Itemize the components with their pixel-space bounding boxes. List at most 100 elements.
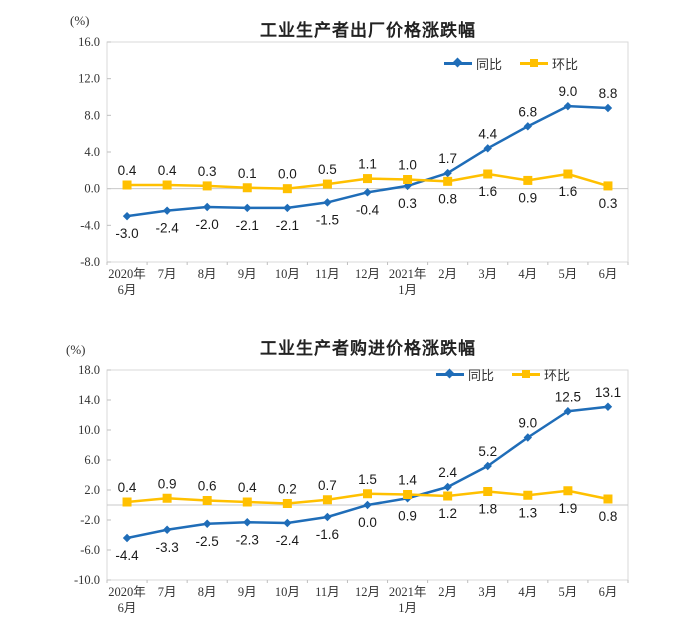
- data-point-label: 0.8: [438, 191, 457, 206]
- data-point-marker-square: [563, 169, 573, 179]
- chart1-unit-label: (%): [70, 13, 90, 28]
- data-point-label: 1.8: [478, 502, 497, 517]
- data-point-label: 1.9: [558, 501, 577, 516]
- x-axis-tick-label: 2月: [438, 585, 457, 599]
- data-point-label: 0.7: [318, 478, 337, 493]
- data-point-marker-diamond: [122, 211, 132, 221]
- y-axis-tick-label: 12.0: [78, 72, 100, 86]
- y-axis-tick-label: -10.0: [74, 573, 100, 587]
- x-axis-tick-label: 7月: [158, 585, 177, 599]
- data-point-marker-diamond: [162, 206, 172, 215]
- x-axis-tick-label: 5月: [559, 585, 578, 599]
- chart1-legend-item-yoy: 同比: [444, 54, 502, 73]
- data-point-marker-square: [403, 490, 413, 499]
- x-axis-tick-label: 6月: [599, 267, 618, 281]
- x-axis-tick-label: 2020年: [108, 585, 146, 599]
- data-point-marker-square: [523, 175, 533, 185]
- data-point-marker-square: [603, 494, 613, 504]
- data-point-label: -2.1: [276, 218, 299, 233]
- data-point-label: 0.9: [518, 190, 537, 205]
- data-point-marker-diamond: [603, 103, 613, 113]
- data-point-marker-square: [443, 491, 453, 501]
- data-point-label: -1.6: [316, 527, 339, 542]
- chart1-title: 工业生产者出厂价格涨跌幅: [260, 21, 476, 40]
- y-axis-tick-label: 10.0: [78, 423, 100, 437]
- y-axis-tick-label: -8.0: [80, 255, 100, 269]
- data-point-marker-square: [122, 497, 132, 507]
- data-point-marker-diamond: [483, 461, 492, 471]
- data-point-marker-square: [322, 179, 332, 189]
- x-axis-tick-label: 11月: [315, 585, 340, 599]
- data-point-marker-square: [202, 181, 212, 191]
- chart2-unit-label: (%): [66, 342, 86, 357]
- data-point-marker-square: [443, 176, 453, 186]
- data-point-label: -2.1: [236, 218, 259, 233]
- data-point-marker-diamond: [243, 203, 252, 213]
- data-point-label: 8.8: [599, 86, 618, 101]
- chart2-legend-label-mom: 环比: [544, 367, 571, 383]
- x-axis-tick-label: 3月: [478, 267, 497, 281]
- data-point-marker-diamond: [443, 482, 452, 492]
- data-point-marker-square: [162, 493, 172, 503]
- data-point-label: -0.4: [356, 202, 380, 217]
- data-point-label: 5.2: [478, 444, 497, 459]
- data-point-marker-diamond: [323, 512, 332, 522]
- x-axis-tick-label: 10月: [275, 585, 300, 599]
- data-point-marker-square: [162, 180, 172, 190]
- data-point-label: 1.2: [438, 506, 457, 521]
- x-axis-tick-label: 2021年: [389, 585, 427, 599]
- data-point-label: 1.5: [358, 472, 377, 487]
- x-axis-tick-label: 2月: [438, 267, 457, 281]
- data-point-label: 0.6: [198, 479, 217, 494]
- data-point-label: 0.3: [398, 196, 417, 211]
- x-axis-tick-label: 10月: [275, 267, 300, 281]
- x-axis-tick-label: 1月: [398, 283, 417, 297]
- y-axis-tick-label: 4.0: [84, 145, 100, 159]
- data-point-label: 1.7: [438, 151, 457, 166]
- data-point-label: 6.8: [518, 104, 537, 119]
- x-axis-tick-label: 8月: [198, 267, 217, 281]
- data-point-label: 4.4: [478, 126, 497, 141]
- data-point-label: 1.3: [518, 505, 537, 520]
- data-point-label: 0.4: [158, 163, 177, 178]
- chart2-legend-label-yoy: 同比: [468, 367, 495, 383]
- data-point-marker-diamond: [283, 203, 292, 213]
- y-axis-tick-label: 16.0: [78, 35, 100, 49]
- data-point-label: 1.1: [358, 157, 377, 172]
- data-point-marker-square: [483, 487, 493, 496]
- y-axis-tick-label: 18.0: [78, 363, 100, 377]
- data-point-marker-diamond: [283, 518, 292, 528]
- data-point-marker-diamond: [363, 500, 372, 510]
- data-point-marker-square: [363, 489, 372, 499]
- data-point-marker-diamond: [202, 519, 212, 528]
- x-axis-tick-label: 6月: [118, 601, 137, 615]
- mom-line-square-icon: [520, 57, 549, 69]
- data-point-label: -4.4: [115, 548, 139, 563]
- data-point-label: -3.3: [155, 540, 178, 555]
- chart2-legend-item-yoy: 同比: [436, 365, 494, 384]
- data-point-label: 0.2: [278, 482, 297, 497]
- data-point-label: 0.0: [358, 515, 377, 530]
- data-point-label: -2.5: [196, 534, 219, 549]
- yoy-line-diamond-icon: [436, 368, 464, 380]
- x-axis-tick-label: 5月: [559, 267, 578, 281]
- chart2-title: 工业生产者购进价格涨跌幅: [260, 339, 476, 358]
- data-point-label: -3.0: [115, 226, 138, 241]
- data-point-label: 9.0: [518, 416, 537, 431]
- data-point-marker-square: [202, 496, 212, 505]
- plot-border: [106, 369, 629, 581]
- data-point-label: 0.1: [238, 166, 257, 181]
- chart2-legend: 同比 环比: [436, 365, 571, 384]
- x-axis-tick-label: 1月: [398, 601, 417, 615]
- data-point-marker-diamond: [443, 168, 452, 178]
- data-point-marker-diamond: [323, 198, 332, 207]
- data-point-label: -2.4: [155, 221, 179, 236]
- data-point-label: 0.5: [318, 162, 337, 177]
- chart1-legend: 同比 环比: [444, 54, 578, 73]
- data-point-marker-square: [282, 184, 292, 194]
- data-point-label: 0.4: [238, 480, 257, 495]
- data-point-marker-diamond: [563, 101, 573, 111]
- data-point-marker-diamond: [363, 188, 372, 197]
- y-axis-tick-label: 6.0: [84, 453, 100, 467]
